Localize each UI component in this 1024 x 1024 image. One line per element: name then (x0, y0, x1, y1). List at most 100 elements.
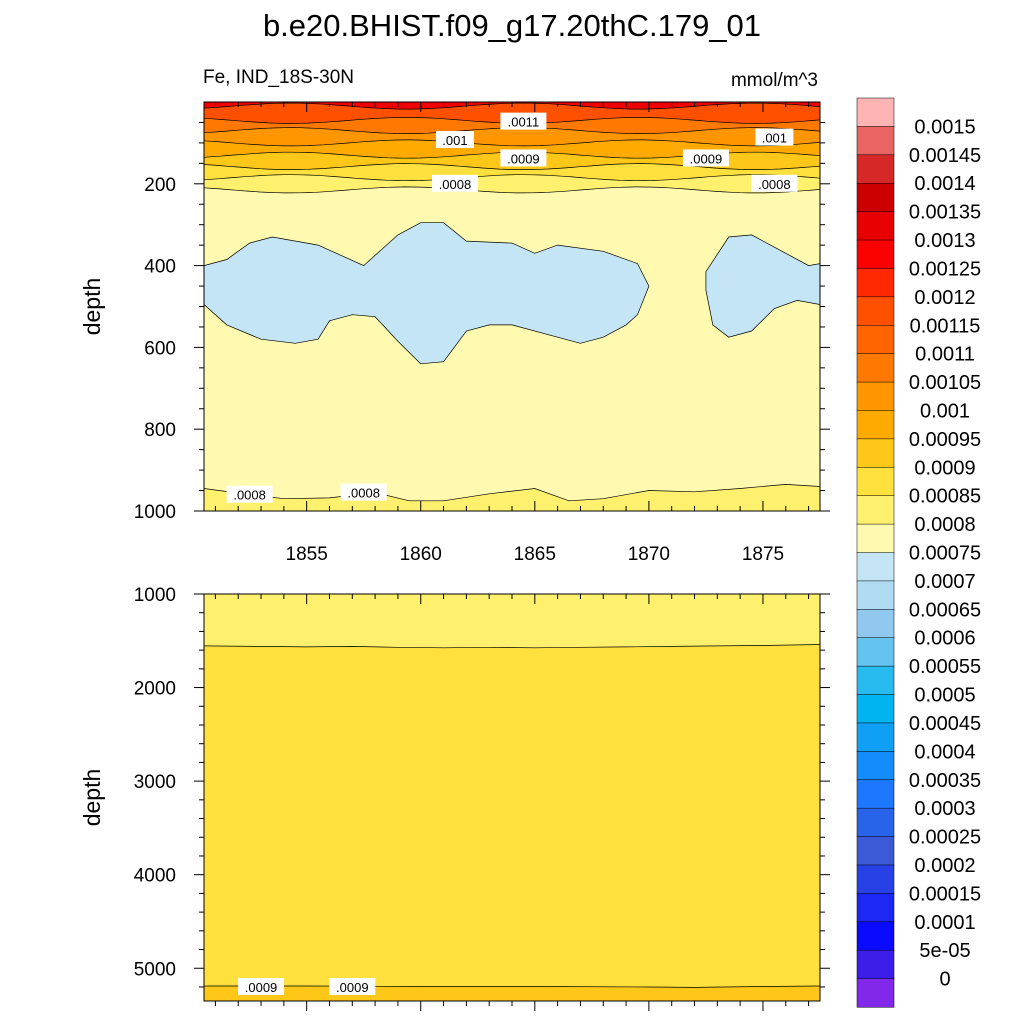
colorbar-swatch (856, 637, 895, 667)
colorbar-label: 0.00105 (909, 372, 981, 394)
y-tick-label: 2000 (134, 679, 176, 700)
left-subtitle: Fe, IND_18S-30N (203, 67, 354, 88)
y-tick-label: 600 (144, 338, 176, 359)
colorbar-label: 0.0006 (914, 628, 975, 650)
colorbar-label: 0.00055 (909, 656, 981, 678)
contour-label-text: .0009 (336, 980, 369, 995)
colorbar-label: 0.00015 (909, 883, 981, 905)
colorbar-label: 0.0014 (914, 173, 975, 195)
colorbar-swatch (856, 410, 895, 440)
colorbar-label: 0.00045 (909, 713, 981, 735)
colorbar-swatch (856, 154, 895, 184)
contour-label-text: .001 (442, 133, 467, 148)
contour-label: .0009 (500, 149, 547, 167)
y-tick-label: 200 (144, 175, 176, 196)
lower-panel: .0009 .0009 1000 2000 3000 4000 5000 depth (79, 585, 830, 1011)
colorbar-swatch (856, 353, 895, 383)
colorbar-swatch (856, 722, 895, 752)
colorbar-label: 0.0012 (914, 287, 975, 309)
colorbar-swatch (856, 438, 895, 468)
region-0.0008-0.00085 (204, 594, 820, 648)
contour-label-text: .0009 (690, 151, 723, 166)
colorbar-swatch (856, 552, 895, 582)
colorbar-swatch (856, 182, 895, 213)
contour-label-text: .0008 (347, 486, 380, 501)
chart-title: b.e20.BHIST.f09_g17.20thC.179_01 (263, 8, 761, 43)
colorbar-label: 0.00145 (909, 145, 981, 167)
colorbar-swatch (856, 381, 895, 412)
y-tick-label: 1000 (134, 585, 176, 606)
y-tick-label: 800 (144, 420, 176, 441)
y-tick-label: 3000 (134, 772, 176, 793)
contour-label: .0008 (751, 174, 798, 192)
colorbar-swatch (856, 694, 895, 724)
contour-label-text: .0011 (508, 115, 540, 130)
colorbar-label: 0.0004 (914, 741, 975, 763)
x-tick-label: 1870 (628, 544, 670, 565)
colorbar-swatch (856, 325, 895, 355)
colorbar-label: 0.0015 (914, 116, 975, 138)
colorbar-label: 0.00035 (909, 770, 981, 792)
colorbar-label: 0.00065 (909, 599, 981, 621)
upper-ylabel: depth (79, 278, 105, 336)
colorbar-swatch (856, 268, 895, 298)
y-tick-label: 4000 (134, 866, 176, 887)
contour-line (204, 163, 820, 170)
colorbar-swatch (856, 495, 895, 525)
contour-label: .0008 (340, 483, 387, 501)
colorbar-label: 5e-05 (919, 940, 970, 962)
colorbar-swatch (856, 239, 895, 269)
colorbar-label: 0.00075 (909, 543, 981, 565)
contour-line (204, 186, 820, 194)
contour-label-text: .0008 (758, 177, 791, 192)
colorbar-label: 0.0005 (914, 685, 975, 707)
y-tick-label: 5000 (134, 959, 176, 980)
colorbar-swatch (856, 296, 895, 326)
colorbar-swatch (856, 807, 895, 838)
right-subtitle: mmol/m^3 (731, 70, 818, 91)
colorbar-swatch (856, 978, 895, 1008)
contour-label: .0008 (226, 485, 273, 503)
contour-label-text: .0009 (245, 980, 278, 995)
colorbar-label: 0 (939, 969, 950, 991)
colorbar-label: 0.0009 (914, 457, 975, 479)
x-tick-label: 1855 (286, 544, 328, 565)
colorbar-label: 0.001 (920, 400, 970, 422)
lower-ylabel: depth (79, 769, 105, 827)
contour-label: .0009 (329, 977, 376, 995)
colorbar-swatch (856, 467, 895, 497)
contour-line (204, 139, 820, 147)
colorbar-swatch (856, 864, 895, 894)
region-0.0007-0.00075 (204, 222, 650, 365)
region-0.0007-0.00075 (705, 234, 820, 338)
colorbar-swatch (856, 779, 895, 809)
x-tick-label: 1860 (400, 544, 442, 565)
x-tick-label: 1875 (742, 544, 784, 565)
colorbar-swatch (856, 836, 895, 866)
colorbar-label: 0.0001 (914, 912, 975, 934)
contour-line (204, 484, 820, 502)
colorbar-label: 0.00085 (909, 486, 981, 508)
colorbar-swatch (856, 751, 895, 781)
contour-label-text: .0008 (439, 177, 472, 192)
colorbar-label: 0.00025 (909, 827, 981, 849)
colorbar-label: 0.0003 (914, 798, 975, 820)
colorbar-swatch (856, 211, 895, 241)
y-tick-label: 1000 (134, 502, 176, 523)
colorbar-swatch (856, 893, 895, 923)
colorbar-label: 0.00125 (909, 258, 981, 280)
colorbar-label: 0.0007 (914, 571, 975, 593)
colorbar-label: 0.00115 (910, 315, 981, 337)
contour-label-text: .0008 (233, 488, 266, 503)
region-0.00125-0.0013 (204, 102, 820, 110)
colorbar-swatch (856, 949, 895, 980)
colorbar: 0.0015 0.00145 0.0014 0.00135 0.0013 0.00125 0… (856, 97, 981, 1008)
colorbar-label: 0.00135 (909, 202, 981, 224)
upper-panel: .0011 .001 .001 .0009 .0009 .0008 .0008 .0008 .0… (79, 101, 830, 565)
colorbar-label: 0.0008 (914, 514, 975, 536)
contour-line (204, 644, 820, 649)
colorbar-swatch (856, 126, 895, 156)
contour-label: .0008 (431, 174, 478, 192)
colorbar-swatch (856, 97, 895, 127)
